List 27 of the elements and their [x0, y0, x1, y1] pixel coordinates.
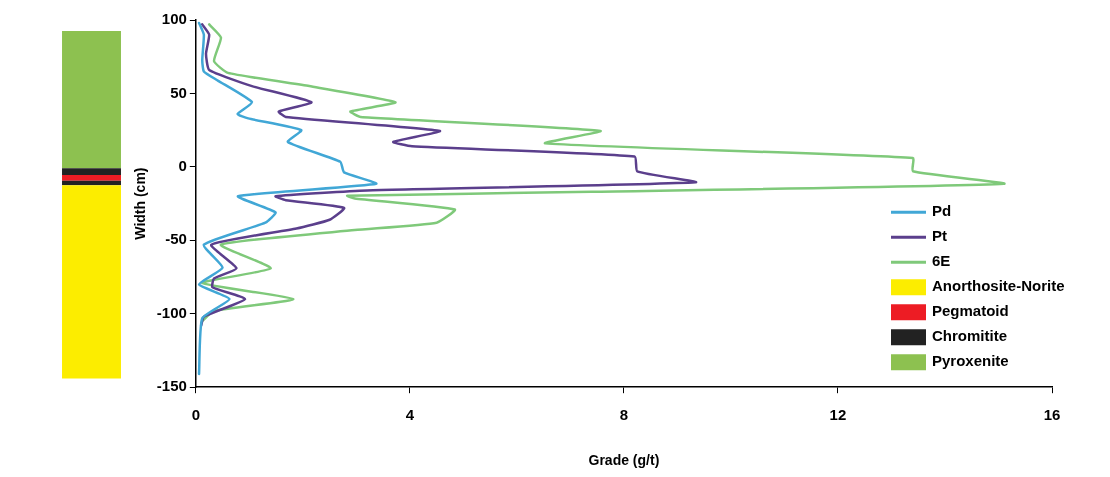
x-tick-label: 4 — [405, 406, 415, 424]
line-series — [199, 23, 697, 327]
legend-label: Pyroxenite — [932, 352, 1009, 370]
y-tick-label: 100 — [161, 10, 187, 28]
y-tick-label: -100 — [156, 303, 187, 321]
legend-label: Anorthosite-Norite — [932, 277, 1065, 295]
bar — [62, 180, 121, 186]
y-tick-label: 0 — [178, 157, 187, 175]
bar — [62, 185, 121, 379]
y-tick-label: -50 — [165, 230, 187, 248]
x-axis-title: Grade (g/t) — [588, 452, 660, 469]
legend-label: Pegmatoid — [932, 302, 1009, 320]
legend-label: Chromitite — [932, 327, 1007, 345]
legend-label: Pd — [932, 202, 952, 220]
y-tick-label: -150 — [156, 377, 187, 395]
x-tick-label: 12 — [829, 406, 847, 424]
line-series — [197, 21, 378, 376]
x-tick-label: 8 — [619, 406, 629, 424]
bar — [62, 31, 121, 169]
legend-label: Pt — [932, 227, 947, 245]
y-tick-label: 50 — [170, 83, 187, 101]
bar — [62, 168, 121, 175]
bar — [62, 174, 121, 181]
x-tick-label: 0 — [191, 406, 200, 424]
y-axis-title: Width (cm) — [132, 167, 149, 240]
legend-label: 6E — [932, 252, 951, 270]
x-tick-label: 16 — [1043, 406, 1061, 424]
